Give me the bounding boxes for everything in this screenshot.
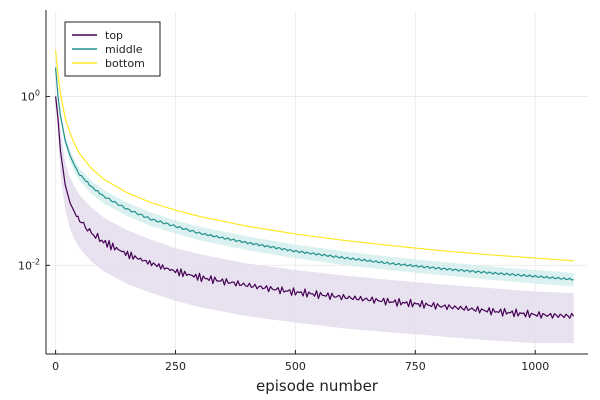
x-tick-label: 750 [405,360,426,373]
line-middle [55,67,574,281]
line-bottom [55,50,574,262]
legend-label-middle: middle [105,43,143,56]
legend-label-top: top [105,29,123,42]
band-middle [55,64,574,287]
x-tick-label: 500 [285,360,306,373]
y-tick-label: 100 [21,88,40,103]
x-tick-label: 250 [165,360,186,373]
y-tick-label: 10-2 [18,257,40,272]
x-tick-label: 0 [52,360,59,373]
tick-labels: 0 250 500 750 1000 100 10-2 [18,88,549,373]
x-tick-label: 1000 [521,360,549,373]
legend-label-bottom: bottom [105,57,145,70]
confidence-bands [55,64,574,344]
series-lines [55,50,575,319]
axes [45,10,588,355]
x-axis-title: episode number [256,377,379,395]
band-top [55,89,574,344]
line-top [55,96,575,319]
